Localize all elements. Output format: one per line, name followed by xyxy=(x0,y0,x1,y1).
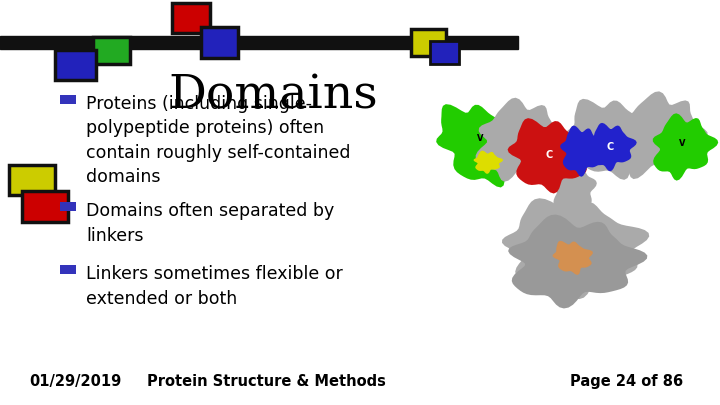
Bar xyxy=(201,28,238,58)
Bar xyxy=(55,50,96,80)
Text: C: C xyxy=(607,142,614,151)
Bar xyxy=(411,30,446,56)
Bar xyxy=(22,192,68,222)
Polygon shape xyxy=(653,113,719,181)
Bar xyxy=(9,165,55,195)
Polygon shape xyxy=(560,126,606,177)
Polygon shape xyxy=(551,159,597,219)
Bar xyxy=(60,265,76,274)
Text: C: C xyxy=(545,150,552,160)
Polygon shape xyxy=(476,98,568,182)
Text: 01/29/2019: 01/29/2019 xyxy=(29,374,121,389)
Polygon shape xyxy=(502,198,649,299)
Text: Page 24 of 86: Page 24 of 86 xyxy=(570,374,683,389)
Text: Domains: Domains xyxy=(168,73,379,118)
Text: Protein Structure & Methods: Protein Structure & Methods xyxy=(147,374,386,389)
Polygon shape xyxy=(508,215,647,309)
Text: Proteins (including single-
polypeptide proteins) often
contain roughly self-con: Proteins (including single- polypeptide … xyxy=(86,95,351,186)
Text: Linkers sometimes flexible or
extended or both: Linkers sometimes flexible or extended o… xyxy=(86,265,343,307)
Bar xyxy=(60,202,76,211)
Polygon shape xyxy=(588,123,636,171)
Text: Domains often separated by
linkers: Domains often separated by linkers xyxy=(86,202,335,245)
Polygon shape xyxy=(607,92,708,179)
Text: V: V xyxy=(679,139,686,148)
Polygon shape xyxy=(436,104,526,188)
Bar xyxy=(430,41,459,64)
Bar xyxy=(0,36,518,49)
Polygon shape xyxy=(565,99,660,180)
Polygon shape xyxy=(474,151,503,174)
Bar xyxy=(93,37,130,64)
Text: V: V xyxy=(477,134,484,143)
Bar xyxy=(60,95,76,104)
Polygon shape xyxy=(508,118,593,194)
Bar xyxy=(172,3,210,34)
Polygon shape xyxy=(552,241,593,275)
